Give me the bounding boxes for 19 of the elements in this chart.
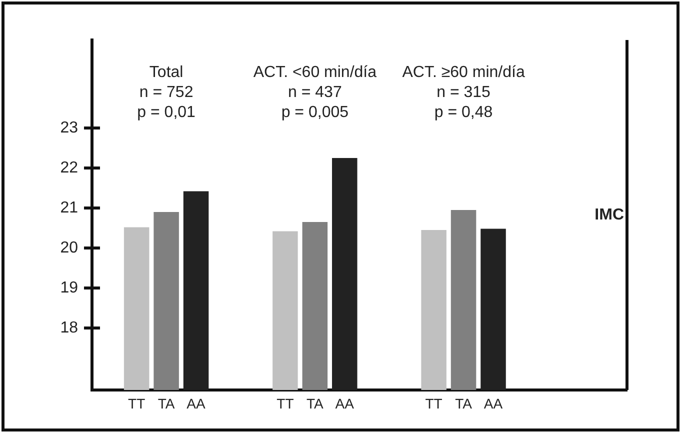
x-tick-label: TA <box>455 395 473 412</box>
x-tick-label: AA <box>186 395 206 412</box>
x-tick-label: TT <box>425 395 443 412</box>
y-tick-label: 23 <box>60 119 78 136</box>
x-tick-label: TT <box>276 395 294 412</box>
x-tick-label: TA <box>306 395 324 412</box>
y-tick-label: 19 <box>60 279 78 296</box>
y-tick-label: 21 <box>60 199 78 216</box>
y-axis-title: IMC <box>594 206 624 224</box>
x-tick-label: AA <box>335 395 355 412</box>
y-tick-label: 18 <box>60 319 78 336</box>
y-tick-label: 22 <box>60 159 78 176</box>
x-tick-label: AA <box>484 395 504 412</box>
x-tick-label: TA <box>158 395 176 412</box>
annotation: ACT. ≥60 min/día n = 315 p = 0,48 <box>402 64 525 121</box>
annotation: ACT. <60 min/día n = 437 p = 0,005 <box>253 64 377 121</box>
y-tick-label: 20 <box>60 239 78 256</box>
annotation: Total n = 752 p = 0,01 <box>137 64 196 121</box>
x-tick-label: TT <box>128 395 146 412</box>
